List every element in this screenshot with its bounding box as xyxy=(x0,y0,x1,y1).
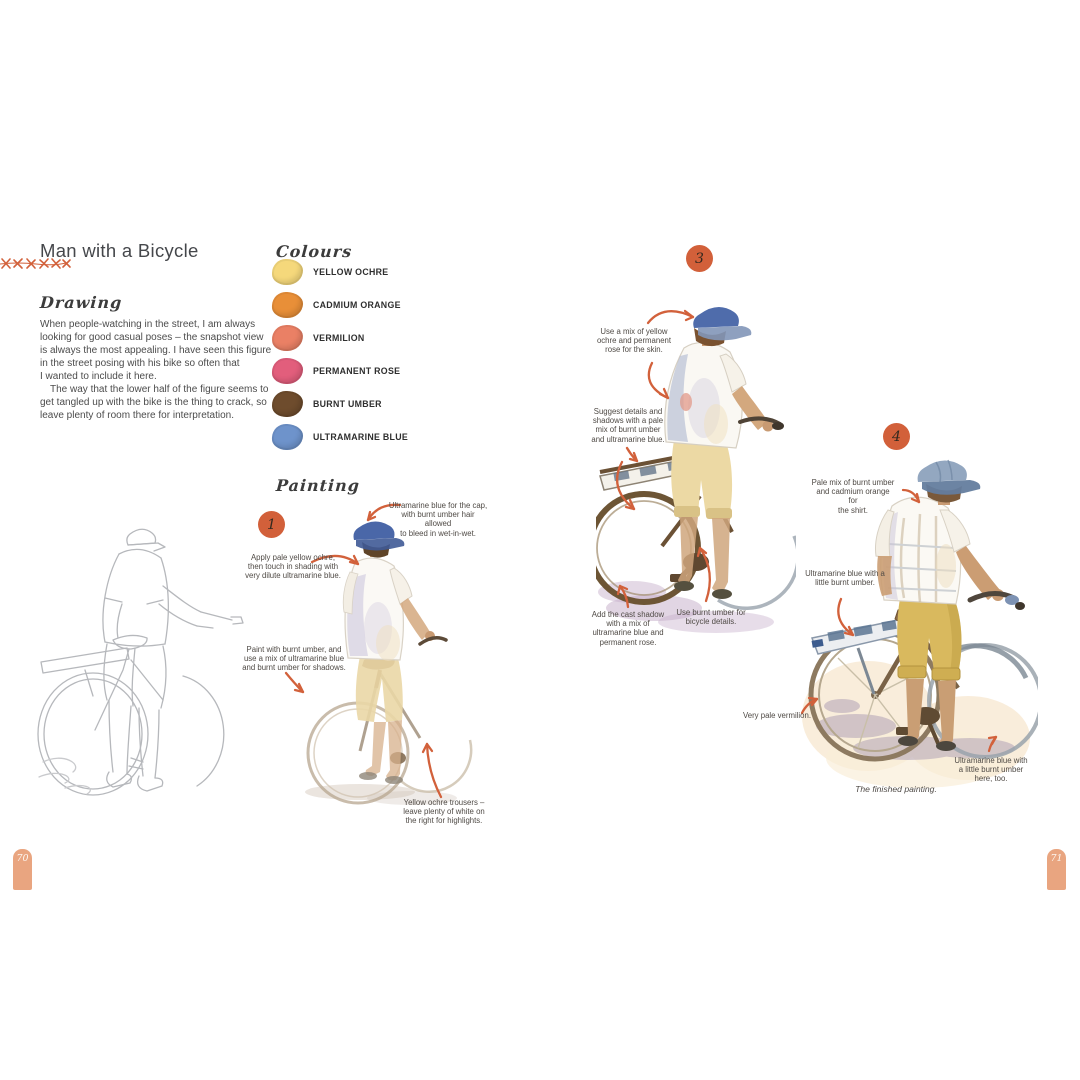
step-3-number: 3 xyxy=(695,250,704,267)
colour-swatch-cadmium-orange xyxy=(271,291,304,319)
annotation: Use burnt umber for bicycle details. xyxy=(676,608,746,627)
step-1-badge: 1 xyxy=(258,511,285,538)
stitch-decoration xyxy=(0,258,71,269)
page-number: 71 xyxy=(1050,853,1063,864)
step-3-watercolour-illustration xyxy=(596,306,796,633)
colour-swatch-vermilion xyxy=(271,324,304,352)
step-4-badge: 4 xyxy=(883,423,910,450)
annotation: Apply pale yellow ochre, then touch in s… xyxy=(245,553,341,581)
drawing-paragraph-2: The way that the lower half of the figur… xyxy=(40,384,269,421)
finished-painting-caption: The finished painting. xyxy=(855,784,937,794)
page-number: 70 xyxy=(16,853,29,864)
colour-row: ULTRAMARINE BLUE xyxy=(271,423,409,451)
colour-row: VERMILION xyxy=(271,324,365,352)
painting-heading: Painting xyxy=(275,476,361,496)
colour-row: BURNT UMBER xyxy=(271,390,382,418)
colour-row: PERMANENT ROSE xyxy=(271,357,401,385)
colour-swatch-burnt-umber xyxy=(271,390,304,418)
annotation: Paint with burnt umber, and use a mix of… xyxy=(242,645,346,673)
drawing-paragraph-1: When people-watching in the street, I am… xyxy=(40,319,272,382)
colour-label: ULTRAMARINE BLUE xyxy=(313,432,409,442)
colour-row: YELLOW OCHRE xyxy=(272,258,388,286)
annotation: Ultramarine blue with a little burnt umb… xyxy=(805,569,885,588)
step-3-badge: 3 xyxy=(686,245,713,272)
colour-label: CADMIUM ORANGE xyxy=(313,300,401,310)
step-1-number: 1 xyxy=(267,516,276,533)
annotation: Suggest details and shadows with a pale … xyxy=(591,407,665,444)
page-number-tab: 70 xyxy=(13,849,32,890)
drawing-heading: Drawing xyxy=(39,293,124,313)
annotation: Very pale vermilion. xyxy=(742,711,812,720)
annotation: Pale mix of burnt umber and cadmium oran… xyxy=(811,478,895,515)
colour-swatch-ultramarine-blue xyxy=(271,423,304,451)
colour-label: VERMILION xyxy=(313,333,365,343)
annotation: Ultramarine blue for the cap, with burnt… xyxy=(388,501,488,538)
annotation: Ultramarine blue with a little burnt umb… xyxy=(954,756,1028,784)
page-title: Man with a Bicycle xyxy=(40,240,199,262)
colour-swatch-permanent-rose xyxy=(271,357,304,385)
colour-row: CADMIUM ORANGE xyxy=(271,291,401,319)
pencil-sketch-illustration xyxy=(37,528,244,796)
step-4-number: 4 xyxy=(892,428,901,445)
step-4-watercolour-illustration xyxy=(802,459,1038,788)
page-number-tab: 71 xyxy=(1047,849,1066,890)
step-1-watercolour-illustration xyxy=(305,521,473,805)
annotation: Add the cast shadow with a mix of ultram… xyxy=(591,610,665,647)
colour-label: PERMANENT ROSE xyxy=(313,366,401,376)
colour-label: YELLOW OCHRE xyxy=(313,267,389,277)
annotation: Use a mix of yellow ochre and permanent … xyxy=(596,327,672,355)
colour-label: BURNT UMBER xyxy=(313,399,382,409)
annotation: Yellow ochre trousers – leave plenty of … xyxy=(403,798,485,826)
colour-swatch-yellow-ochre xyxy=(272,259,303,285)
